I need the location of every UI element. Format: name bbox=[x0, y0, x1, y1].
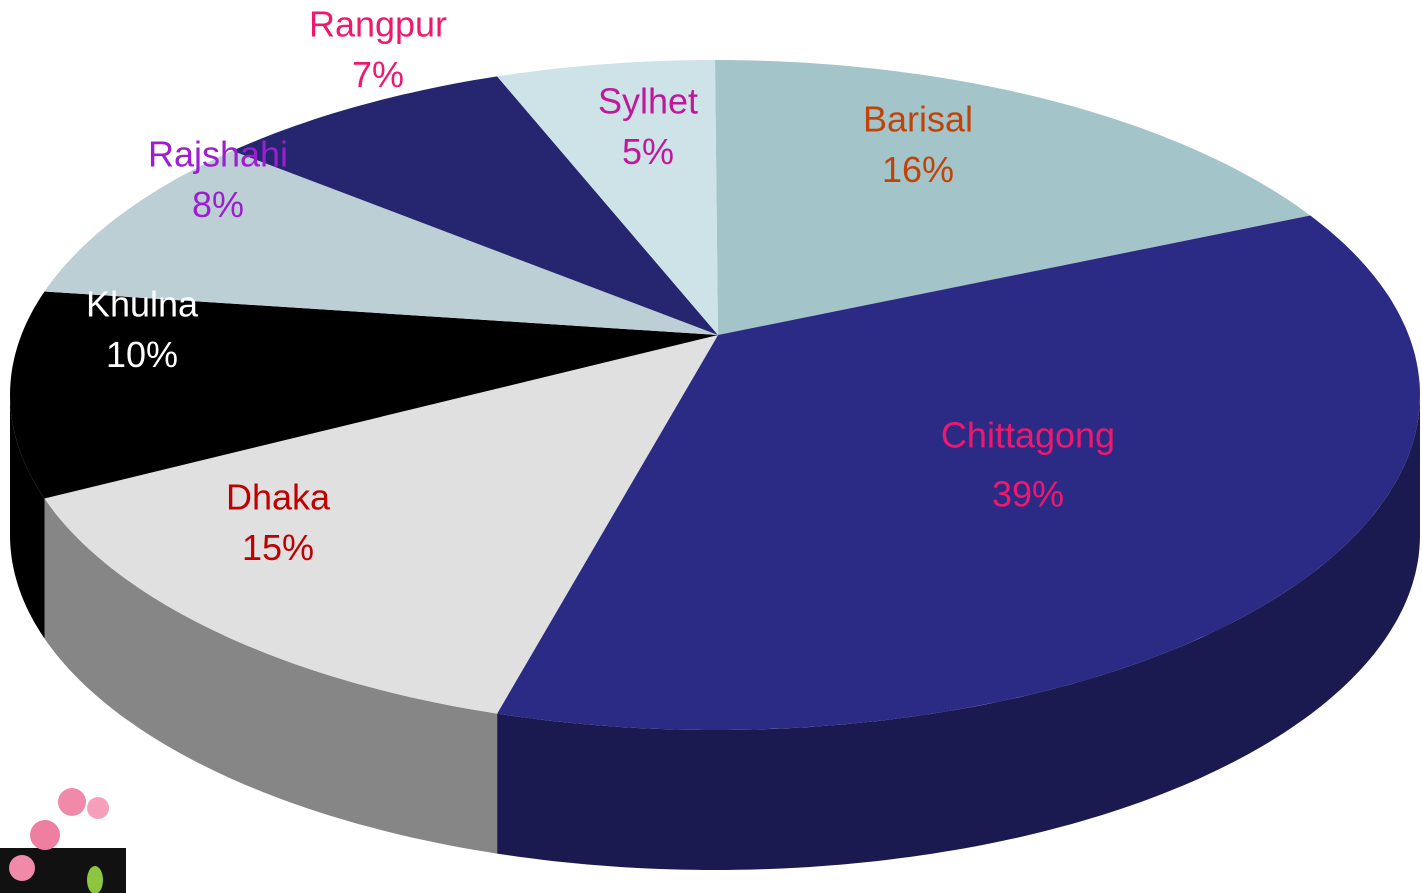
slice-value-label: 39% bbox=[992, 473, 1064, 514]
deco-flower bbox=[87, 797, 109, 819]
slice-label: Dhaka bbox=[226, 477, 331, 518]
decoration bbox=[0, 788, 126, 893]
deco-leaf bbox=[87, 866, 103, 893]
slice-value-label: 15% bbox=[242, 527, 314, 568]
slice-value-label: 5% bbox=[622, 131, 674, 172]
slice-label: Rajshahi bbox=[148, 134, 288, 175]
slice-value-label: 16% bbox=[882, 149, 954, 190]
slice-value-label: 7% bbox=[352, 54, 404, 95]
slice-label: Rangpur bbox=[309, 4, 447, 45]
slice-label: Barisal bbox=[863, 99, 973, 140]
slice-value-label: 8% bbox=[192, 184, 244, 225]
slice-label: Khulna bbox=[86, 284, 199, 325]
deco-flower bbox=[9, 855, 35, 881]
deco-flower bbox=[58, 788, 86, 816]
slice-label: Chittagong bbox=[941, 415, 1115, 456]
chart: Barisal 16% Chittagong 39% Dhaka 15% Khulna 10%… bbox=[0, 0, 1422, 893]
slice-label: Sylhet bbox=[598, 81, 698, 122]
deco-flower bbox=[30, 820, 60, 850]
slice-value-label: 10% bbox=[106, 334, 178, 375]
